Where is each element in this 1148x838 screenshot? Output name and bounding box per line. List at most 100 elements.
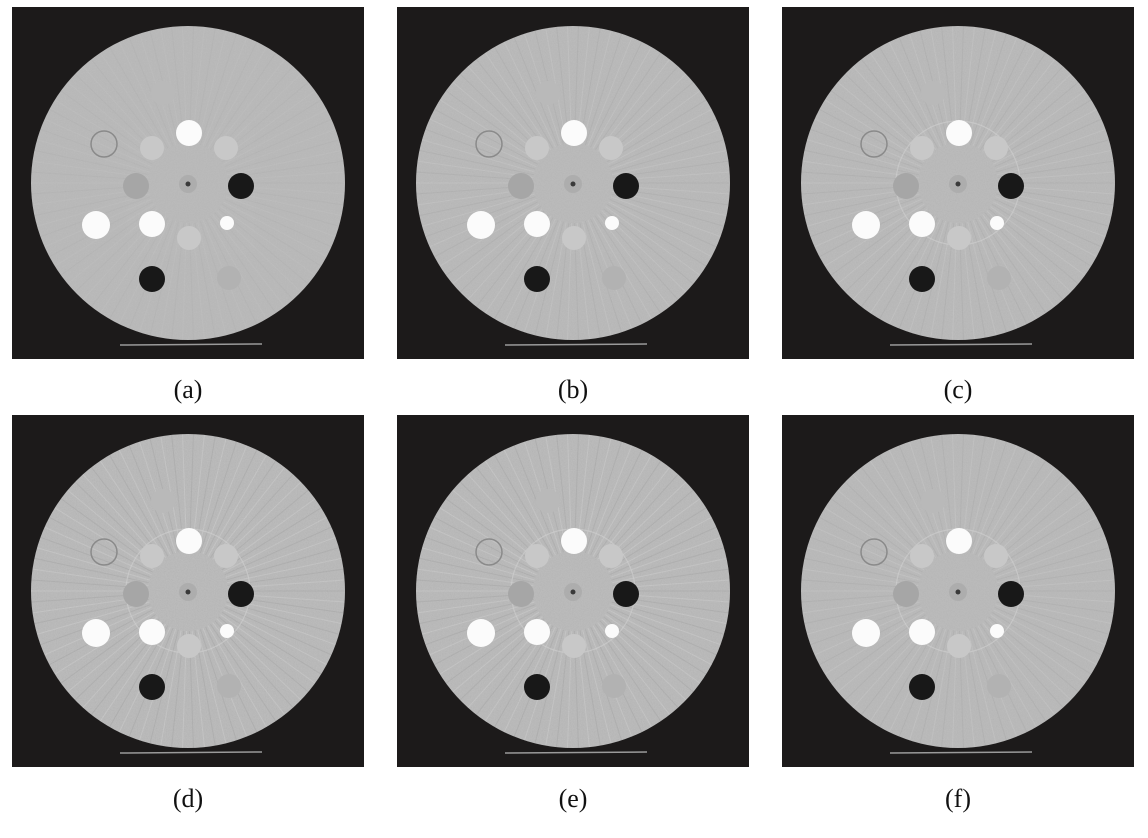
streak-line: [993, 108, 1097, 165]
streak-line: [34, 149, 149, 176]
streak-line: [205, 449, 258, 556]
streak-line: [990, 206, 1086, 276]
streak-line: [590, 449, 643, 556]
ct-image-panel-d: [12, 415, 364, 767]
streak-line: [979, 52, 1047, 151]
insert-bright: [176, 528, 202, 554]
streak-line: [995, 196, 1106, 238]
center-dot: [570, 589, 576, 595]
streak-line: [806, 601, 920, 635]
streak-line: [888, 449, 941, 556]
streak-line: [584, 441, 622, 554]
insert-faint: [151, 489, 175, 513]
insert-bright: [467, 619, 495, 647]
streak-line: [226, 547, 340, 581]
insert-light: [140, 136, 164, 160]
streak-line: [421, 139, 535, 173]
ct-phantom-image: [801, 26, 1115, 346]
insert-light: [910, 136, 934, 160]
insert-faint: [602, 674, 626, 698]
insert-ring: [475, 130, 503, 158]
streak-line: [993, 609, 1097, 666]
streak-line: [994, 118, 1102, 168]
insert-small-bright: [220, 624, 234, 638]
streak-line: [227, 557, 342, 584]
streak-line: [995, 604, 1106, 646]
streak-line: [429, 526, 537, 576]
streak-line: [582, 221, 612, 336]
streak-artifacts: [801, 434, 1115, 748]
streak-line: [592, 46, 652, 149]
streak-line: [587, 445, 633, 555]
streak-line: [212, 214, 286, 308]
streak-line: [605, 206, 701, 276]
streak-line: [819, 516, 923, 573]
streak-line: [445, 614, 541, 684]
streak-line: [967, 30, 997, 145]
streak-line: [967, 629, 997, 744]
insert-faint: [536, 81, 560, 105]
streak-line: [611, 601, 725, 635]
insert-light: [214, 136, 238, 160]
streak-line: [32, 160, 149, 178]
streak-line: [429, 118, 537, 168]
streak-line: [434, 108, 538, 165]
streak-line: [996, 139, 1110, 173]
couch-line: [889, 751, 1033, 754]
streak-line: [879, 46, 939, 149]
streak-line: [207, 46, 267, 149]
streak-line: [221, 507, 322, 571]
streak-line: [967, 438, 997, 553]
insert-bright: [561, 120, 587, 146]
streak-line: [421, 601, 535, 635]
streak-line: [606, 203, 707, 267]
insert-dark: [139, 266, 165, 292]
streak-line: [606, 99, 707, 163]
panel-caption-e: (e): [558, 784, 588, 813]
insert-mid: [893, 173, 919, 199]
streak-line: [197, 30, 227, 145]
insert-bright: [946, 120, 972, 146]
streak-line: [419, 557, 534, 584]
streak-line: [612, 149, 727, 176]
streak-line: [608, 201, 712, 258]
streak-line: [997, 149, 1112, 176]
streak-line: [223, 108, 327, 165]
streak-line: [207, 625, 267, 728]
streak-line: [806, 547, 920, 581]
streak-line: [972, 445, 1018, 555]
insert-bright: [524, 619, 550, 645]
streak-line: [972, 37, 1018, 147]
insert-light: [984, 544, 1008, 568]
insert-dark: [909, 266, 935, 292]
streak-line: [594, 623, 662, 722]
insert-bright: [82, 211, 110, 239]
streak-line: [40, 128, 151, 170]
panel-caption-a: (a): [173, 375, 203, 404]
streak-line: [421, 547, 535, 581]
insert-light: [562, 634, 586, 658]
insert-bright: [82, 619, 110, 647]
insert-faint: [987, 266, 1011, 290]
insert-small-bright: [605, 624, 619, 638]
streak-line: [225, 536, 336, 578]
streak-line: [209, 215, 277, 314]
streak-line: [60, 498, 156, 568]
insert-mid: [508, 581, 534, 607]
couch-line: [504, 343, 648, 346]
insert-bright: [909, 211, 935, 237]
ct-phantom-image: [416, 26, 730, 346]
insert-dark: [613, 173, 639, 199]
streak-line: [224, 526, 332, 576]
streak-line: [979, 460, 1047, 559]
streak-line: [994, 526, 1102, 576]
streak-line: [209, 52, 277, 151]
insert-light: [525, 544, 549, 568]
streak-line: [869, 52, 937, 151]
insert-light: [910, 544, 934, 568]
streak-line: [221, 203, 322, 267]
insert-ring: [90, 538, 118, 566]
couch-line: [119, 751, 263, 754]
streak-line: [419, 149, 534, 176]
insert-bright: [139, 619, 165, 645]
